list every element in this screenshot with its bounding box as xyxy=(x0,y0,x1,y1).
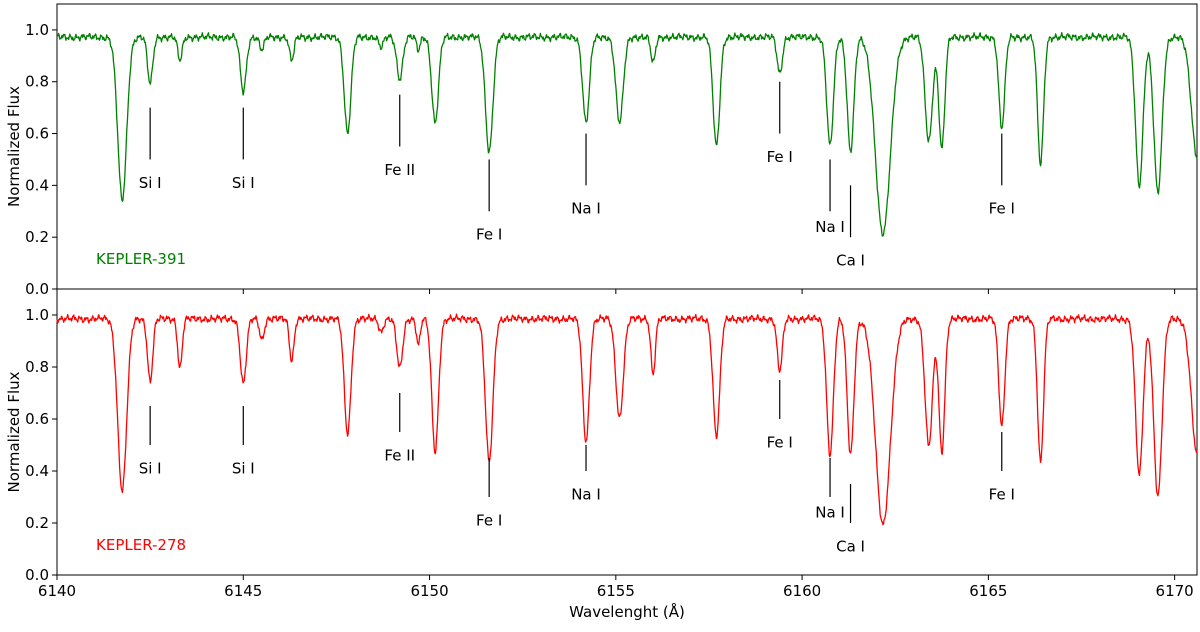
y-axis-label: Normalized Flux xyxy=(5,86,23,207)
line-id-label: Fe I xyxy=(476,226,502,244)
y-tick-label: 0.4 xyxy=(25,462,49,480)
y-tick-label: 0.8 xyxy=(25,358,49,376)
y-tick-label: 0.2 xyxy=(25,228,49,246)
panel-kepler-278: 0.0 0.2 0.4 0.6 0.8 1.0 6140 6145 6150 6155 6160 61… xyxy=(5,288,1198,600)
y-tick-label: 0.6 xyxy=(25,125,49,143)
plot-frame xyxy=(56,288,1198,576)
x-tick-label: 6140 xyxy=(38,582,76,600)
line-id-label: Si I xyxy=(232,459,255,477)
x-tick-label: 6155 xyxy=(597,582,635,600)
x-tick-label: 6145 xyxy=(224,582,262,600)
x-tick-label: 6170 xyxy=(1156,582,1194,600)
line-id-label: Si I xyxy=(232,174,255,192)
spectrum-line xyxy=(56,313,1198,526)
spectrum-line xyxy=(56,32,1198,237)
line-id-label: Na I xyxy=(815,504,845,522)
line-id-label: Na I xyxy=(815,218,845,236)
line-id-label: Ca I xyxy=(836,537,865,555)
line-id-label: Na I xyxy=(571,200,601,218)
y-tick-label: 0.0 xyxy=(25,566,49,584)
line-id-label: Si I xyxy=(139,174,162,192)
line-id-label: Fe II xyxy=(384,161,415,179)
star-label: KEPLER-278 xyxy=(96,536,186,554)
y-tick-label: 1.0 xyxy=(25,21,49,39)
x-axis-label: Wavelenght (Å) xyxy=(569,602,685,621)
line-id-label: Si I xyxy=(139,459,162,477)
y-tick-label: 0.4 xyxy=(25,176,49,194)
line-id-label: Fe II xyxy=(384,446,415,464)
star-label: KEPLER-391 xyxy=(96,250,186,268)
line-id-label: Fe I xyxy=(767,148,793,166)
x-tick-label: 6160 xyxy=(783,582,821,600)
y-axis-label: Normalized Flux xyxy=(5,371,23,492)
x-tick-label: 6150 xyxy=(410,582,448,600)
y-tick-label: 0.2 xyxy=(25,514,49,532)
y-tick-label: 0.6 xyxy=(25,410,49,428)
panel-kepler-391: 0.0 0.2 0.4 0.6 0.8 1.0 Normalized Flux Si I Si … xyxy=(5,3,1198,298)
line-id-label: Na I xyxy=(571,485,601,503)
y-tick-label: 0.8 xyxy=(25,73,49,91)
y-tick-label: 0.0 xyxy=(25,280,49,298)
y-tick-label: 1.0 xyxy=(25,306,49,324)
line-id-label: Fe I xyxy=(989,200,1015,218)
line-id-label: Fe I xyxy=(476,511,502,529)
x-tick-label: 6165 xyxy=(969,582,1007,600)
line-id-label: Ca I xyxy=(836,252,865,270)
line-id-label: Fe I xyxy=(767,433,793,451)
line-id-label: Fe I xyxy=(989,485,1015,503)
